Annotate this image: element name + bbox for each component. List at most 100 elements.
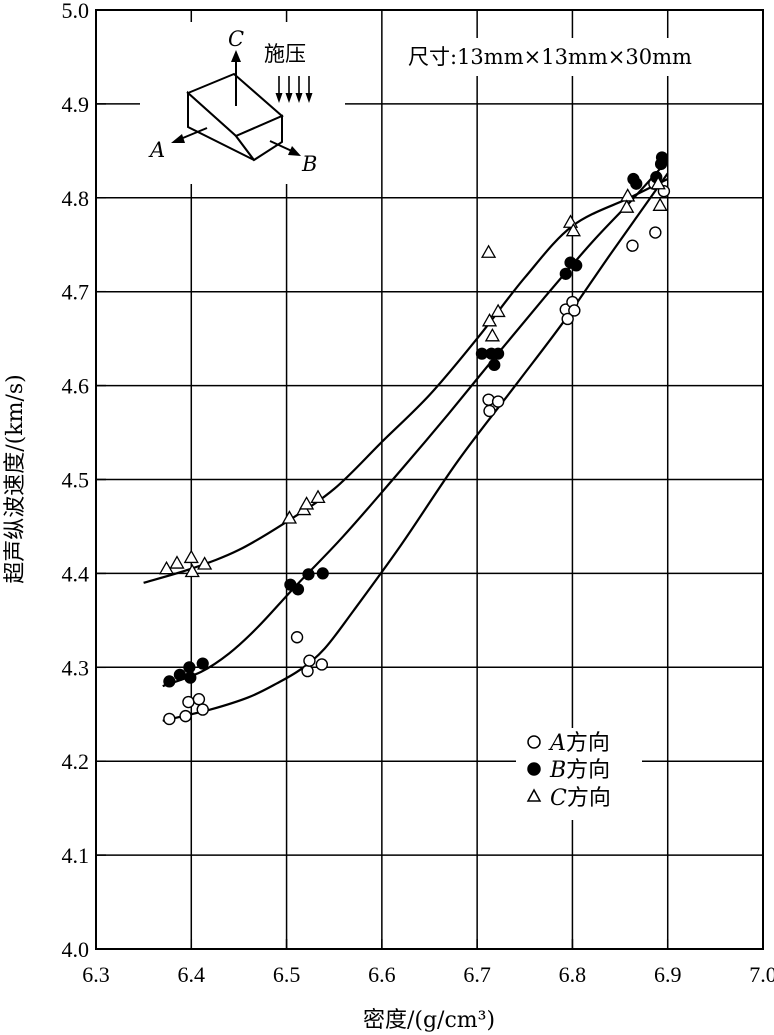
- point-a: [301, 664, 314, 678]
- point-c: [480, 244, 497, 258]
- fit-curve-c: [143, 178, 669, 584]
- annotation-background: [402, 38, 760, 76]
- y-tick-label: 4.2: [62, 749, 90, 774]
- pressure-arrow-head: [295, 93, 303, 103]
- y-tick-label: 4.0: [62, 937, 90, 962]
- y-tick-label: 4.6: [62, 374, 90, 399]
- point-a: [192, 693, 206, 706]
- ticks: 6.3 6.4 6.5 6.6 6.7 6.8 6.9 7.0 4.0 4.1 4.2 4.3 4.4 4…: [62, 0, 774, 987]
- point-b: [184, 671, 197, 684]
- inset-label-b: B: [301, 152, 317, 176]
- inset-label-c: C: [228, 27, 244, 51]
- point-a: [649, 226, 662, 239]
- x-tick-label: 6.5: [273, 962, 301, 987]
- y-tick-label: 4.9: [62, 92, 90, 117]
- point-b: [196, 657, 209, 670]
- point-c: [562, 214, 579, 228]
- point-b: [163, 675, 176, 688]
- legend: A方向 B方向 C方向: [516, 728, 642, 820]
- size-annotation: 尺寸:13mm×13mm×30mm: [408, 45, 692, 69]
- point-b: [316, 567, 329, 580]
- point-c: [481, 312, 498, 327]
- point-a: [561, 312, 574, 326]
- legend-marker-b: [527, 762, 541, 776]
- point-c: [310, 489, 326, 503]
- point-a: [303, 654, 316, 667]
- point-c: [281, 510, 298, 524]
- point-a: [182, 695, 195, 709]
- arrow-b-shaft: [269, 140, 295, 153]
- y-tick-label: 4.7: [62, 280, 90, 305]
- y-axis-title: 超声纵波速度/(km/s): [3, 374, 28, 583]
- x-tick-label: 6.8: [559, 962, 587, 987]
- pressure-arrow-head: [275, 93, 283, 103]
- arrow-c-head: [231, 50, 241, 62]
- x-tick-label: 6.7: [463, 962, 491, 987]
- arrow-a-head: [171, 134, 185, 143]
- pressure-arrow-head: [285, 93, 293, 103]
- fit-curves: [143, 159, 669, 722]
- pressure-arrow-head: [305, 93, 313, 103]
- specimen-inset: C A B 施压: [140, 22, 345, 184]
- legend-label-b: B方向: [549, 758, 610, 783]
- point-b: [559, 267, 572, 280]
- x-axis-title: 密度/(g/cm³): [363, 1008, 495, 1033]
- x-tick-label: 6.3: [82, 962, 110, 987]
- point-a: [568, 304, 581, 317]
- y-tick-label: 5.0: [62, 0, 90, 23]
- point-a: [483, 404, 496, 418]
- point-b: [488, 358, 501, 372]
- fit-curve-a: [162, 172, 669, 722]
- point-c: [169, 555, 185, 569]
- point-c: [298, 496, 315, 510]
- point-b: [173, 668, 186, 681]
- point-a: [290, 631, 304, 644]
- y-tick-label: 4.8: [62, 186, 90, 211]
- point-b: [291, 583, 305, 596]
- point-c: [490, 303, 506, 318]
- fit-curve-b: [162, 159, 669, 688]
- point-c: [650, 175, 666, 190]
- pressure-arrows: [275, 76, 313, 103]
- point-b: [570, 259, 583, 272]
- point-c: [197, 556, 213, 570]
- point-c: [619, 199, 635, 213]
- pressure-label: 施压: [264, 42, 306, 66]
- point-a: [179, 709, 192, 723]
- point-b: [302, 568, 315, 581]
- y-tick-label: 4.4: [62, 561, 90, 586]
- x-tick-label: 7.0: [749, 962, 774, 987]
- point-c: [652, 197, 668, 211]
- point-a: [315, 658, 329, 671]
- x-tick-label: 6.6: [368, 962, 396, 987]
- x-tick-label: 6.4: [178, 962, 206, 987]
- point-b: [655, 151, 669, 164]
- legend-marker-a: [527, 735, 541, 749]
- legend-label-a: A方向: [548, 731, 610, 756]
- point-a: [491, 395, 505, 408]
- point-b: [630, 177, 643, 190]
- point-a: [163, 712, 176, 726]
- point-b: [492, 347, 505, 360]
- point-a: [626, 239, 639, 252]
- grid: [96, 10, 763, 949]
- y-tick-label: 4.5: [62, 468, 90, 493]
- point-c: [183, 549, 199, 564]
- point-c: [484, 328, 501, 342]
- legend-label-c: C方向: [550, 786, 611, 811]
- point-c: [620, 188, 636, 202]
- arrow-b-head: [288, 146, 301, 156]
- point-b: [183, 661, 196, 674]
- point-c: [565, 222, 581, 237]
- y-tick-label: 4.3: [62, 655, 90, 680]
- y-tick-label: 4.1: [62, 843, 90, 868]
- point-c: [184, 563, 200, 578]
- data-points: [158, 151, 671, 726]
- x-tick-label: 6.9: [654, 962, 682, 987]
- point-a: [196, 703, 209, 716]
- point-c: [158, 560, 175, 575]
- block-side-face: [234, 114, 283, 162]
- legend-marker-c: [526, 788, 542, 802]
- inset-label-a: A: [148, 138, 165, 162]
